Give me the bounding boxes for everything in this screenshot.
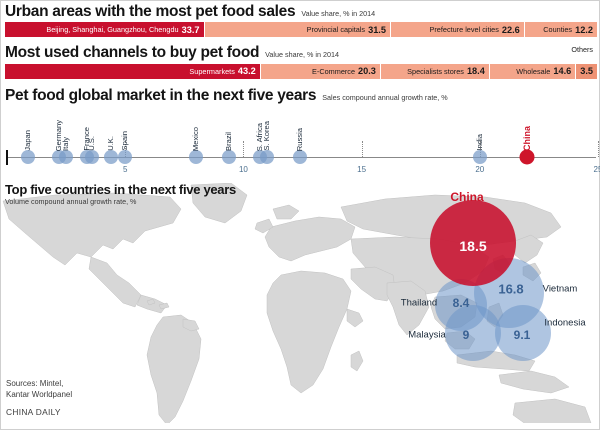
sources-line-2: Kantar Worldpanel [6,390,73,400]
urban-header: Urban areas with the most pet food sales… [1,3,599,20]
bubble-malaysia[interactable] [445,304,501,361]
section-urban-areas: Urban areas with the most pet food sales… [1,1,599,38]
dot-u-k[interactable] [104,149,119,164]
segment-value: 12.2 [575,24,593,35]
axis-tick-label-15: 15 [357,164,367,174]
channel-segment-wholesale[interactable]: Wholesale 14.6 [489,63,577,79]
top-five-title: Top five countries in the next five year… [5,181,236,197]
dot-s-korea[interactable] [260,149,275,164]
page-title: Urban areas with the most pet food sales [5,3,296,20]
top-five-subtitle: Volume compound annual growth rate, % [5,197,137,207]
section-channels: Most used channels to buy pet food Value… [1,37,599,79]
channels-subtitle: Value share, % in 2014 [265,50,339,60]
publisher-label: CHINA DAILY [6,406,61,417]
bubble-label-malaysia: Malaysia [408,329,446,341]
channels-stacked-bar: Supermarkets 43.2 E-Commerce 20.3 Specialist… [5,63,597,79]
bubble-label-indonesia: Indonesia [544,317,586,329]
dot-label-spain: Spain [120,131,130,151]
dot-label-s-korea: S. Korea [262,121,272,151]
bubble-value-china: 18.5 [459,237,487,254]
segment-value: 43.2 [237,66,256,77]
sources-note: Sources: Mintel, Kantar Worldpanel [6,378,72,401]
bubble-label-china: China [450,189,484,204]
axis-tick-label-20: 20 [475,164,485,174]
dot-china[interactable] [519,149,535,165]
urban-stacked-bar: Beijing, Shanghai, Guangzhou, Chengdu 33.… [5,22,597,38]
urban-segment-beijing-shanghai-guangzhou-chengdu[interactable]: Beijing, Shanghai, Guangzhou, Chengdu 33.… [5,22,205,38]
axis-tick-label-10: 10 [238,164,248,174]
axis-tick-label-25: 25 [593,164,600,174]
others-label: Others [571,45,593,55]
dot-label-japan: Japan [23,130,33,151]
axis-tick-20 [479,140,481,157]
dot-spain[interactable] [118,149,133,164]
axis-tick-25 [598,140,599,157]
bubble-value-vietnam: 16.8 [498,281,524,297]
axis-tick-15 [361,140,363,157]
sources-line-1: Sources: Mintel, [6,378,64,388]
segment-label: Prefecture level cities [429,25,499,35]
dot-russia[interactable] [293,149,308,164]
bubble-china[interactable] [430,199,516,286]
dot-label-mexico: Mexico [191,126,201,151]
dot-label-italy: Italy [61,136,71,151]
segment-label: Wholesale [516,66,551,76]
segment-label: Beijing, Shanghai, Guangzhou, Chengdu [46,25,179,35]
axis-tick-label-5: 5 [122,164,128,174]
dot-label-brazil: Brazil [224,131,234,151]
bubble-value-indonesia: 9.1 [513,327,531,342]
dot-mexico[interactable] [189,149,204,164]
global-market-subtitle: Sales compound annual growth rate, % [322,92,448,102]
segment-value: 3.5 [580,66,593,77]
bubble-indonesia[interactable] [495,304,551,361]
urban-segment-counties[interactable]: Counties 12.2 [524,22,597,38]
dot-label-u-k: U.K. [106,136,116,151]
channel-segment-others[interactable]: 3.5 [576,63,597,79]
section-top-five-map: Top five countries in the next five year… [1,183,599,423]
dotplot-axis-origin-cap [6,149,8,165]
global-market-header: Pet food global market in the next five … [1,86,599,104]
dot-brazil[interactable] [222,149,237,164]
segment-label: Supermarkets [189,66,235,76]
segment-value: 14.6 [553,66,572,77]
dot-label-india: India [474,134,484,151]
bubble-label-vietnam: Vietnam [542,283,578,295]
urban-segment-provincial-capitals[interactable]: Provincial capitals 31.5 [204,22,391,38]
growth-rate-dotplot: 510152025JapanGermanyItalyFranceU.S.U.K.… [1,111,600,181]
bubble-value-malaysia: 9 [462,327,470,342]
segment-label: E-Commerce [312,66,356,76]
section-global-market: Pet food global market in the next five … [1,79,600,181]
axis-tick-5 [125,140,127,157]
segment-value: 31.5 [368,24,386,35]
segment-value: 22.6 [501,24,520,35]
segment-value: 33.7 [181,24,200,35]
urban-segment-prefecture-level-cities[interactable]: Prefecture level cities 22.6 [390,22,525,38]
dot-india[interactable] [472,149,487,164]
dot-label-u-s: U.S. [87,136,97,151]
bubble-label-thailand: Thailand [400,297,438,309]
global-market-title: Pet food global market in the next five … [5,86,317,104]
dot-italy[interactable] [59,149,74,164]
axis-tick-10 [243,140,245,157]
dot-label-china: China [522,125,533,151]
urban-subtitle: Value share, % in 2014 [301,9,376,18]
bubble-value-thailand: 8.4 [452,295,470,310]
channels-header: Most used channels to buy pet food Value… [1,44,599,62]
segment-label: Specialists stores [407,66,464,76]
segment-label: Counties [543,25,573,35]
channel-segment-e-commerce[interactable]: E-Commerce 20.3 [260,63,381,79]
segment-label: Provincial capitals [306,25,366,35]
channels-title: Most used channels to buy pet food [5,44,260,62]
channel-segment-supermarkets[interactable]: Supermarkets 43.2 [5,63,261,79]
segment-value: 18.4 [466,66,485,77]
dot-japan[interactable] [21,149,36,164]
channel-segment-specialists-stores[interactable]: Specialists stores 18.4 [380,63,490,79]
dot-u-s[interactable] [85,149,100,164]
dot-label-russia: Russia [295,127,305,151]
segment-value: 20.3 [358,66,376,77]
top-five-header: Top five countries in the next five year… [5,183,236,207]
